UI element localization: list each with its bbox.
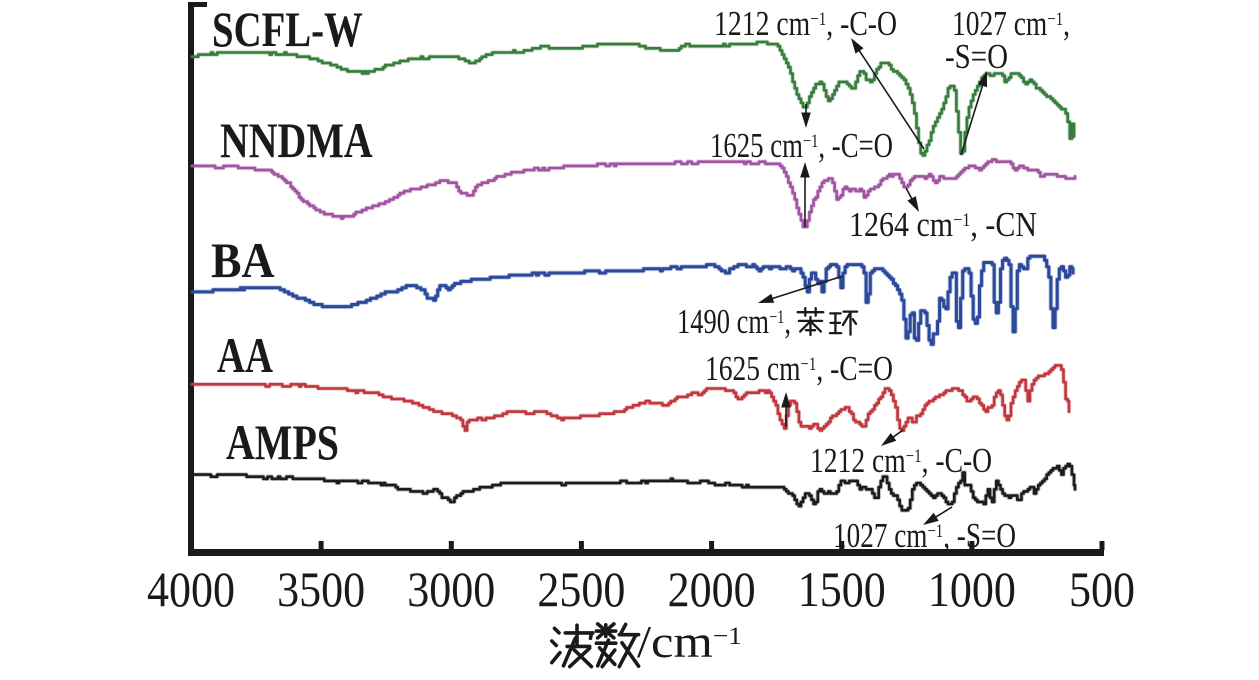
svg-text:1212 cm−1​, -C-O: 1212 cm−1​, -C-O xyxy=(810,441,992,480)
svg-text:AMPS: AMPS xyxy=(226,415,339,470)
svg-text:1027 cm−1​,: 1027 cm−1​, xyxy=(952,4,1070,43)
svg-text:500: 500 xyxy=(1069,562,1135,617)
svg-text:1212 cm−1​, -C-O: 1212 cm−1​, -C-O xyxy=(714,4,897,43)
svg-text:AA: AA xyxy=(217,327,273,383)
svg-text:3500: 3500 xyxy=(277,562,365,617)
svg-text:1625 cm−1​, -C=O: 1625 cm−1​, -C=O xyxy=(705,349,893,388)
svg-text:3000: 3000 xyxy=(407,562,495,617)
svg-text:SCFL-W: SCFL-W xyxy=(212,1,363,57)
svg-text:1000: 1000 xyxy=(928,562,1016,617)
svg-text:1625 cm−1​, -C=O: 1625 cm−1​, -C=O xyxy=(710,126,893,165)
svg-text:1264 cm−1​, -CN: 1264 cm−1​, -CN xyxy=(849,206,1037,245)
svg-text:NNDMA: NNDMA xyxy=(220,113,373,168)
svg-text:-S=O: -S=O xyxy=(945,36,1008,75)
svg-text:2500: 2500 xyxy=(537,562,625,617)
svg-text:1500: 1500 xyxy=(798,562,886,617)
svg-text:BA: BA xyxy=(211,233,275,288)
svg-text:4000: 4000 xyxy=(147,562,235,617)
svg-text:1027 cm−1​, -S=O: 1027 cm−1​, -S=O xyxy=(833,516,1016,555)
svg-text:2000: 2000 xyxy=(668,562,756,617)
